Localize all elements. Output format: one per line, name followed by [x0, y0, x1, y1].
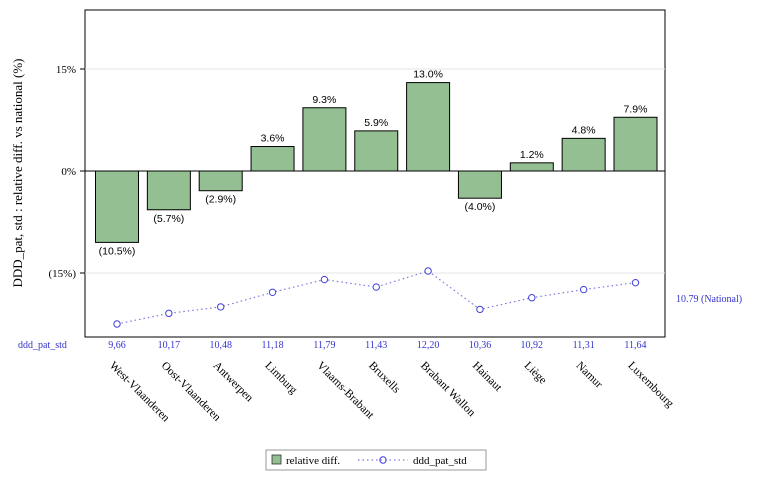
category-label: Bruxells: [366, 360, 402, 396]
bar: [613, 116, 658, 172]
row-value: 10,36: [469, 340, 492, 351]
row-value: 12,20: [417, 340, 440, 351]
row-value: 11,79: [313, 340, 335, 351]
bar-value-label: 4.8%: [572, 124, 596, 136]
bar-value-label: 3.6%: [261, 133, 285, 145]
row-value: 11,31: [573, 340, 595, 351]
bar-value-label: 9.3%: [312, 94, 336, 106]
bar-value-label: (5.7%): [153, 213, 184, 225]
bar: [95, 170, 139, 243]
legend-label-line: ddd_pat_std: [413, 455, 467, 467]
series-marker: [579, 285, 588, 294]
bar: [302, 107, 347, 172]
row-value: 10,48: [209, 340, 232, 351]
category-label: Liège: [522, 360, 549, 387]
series-marker: [424, 267, 432, 275]
row-value: 9,66: [108, 340, 126, 351]
series-marker: [631, 278, 640, 287]
category-label: Brabant Wallon: [418, 360, 478, 420]
series-marker: [113, 320, 121, 328]
series-marker: [165, 309, 173, 318]
row-value: 10,17: [158, 340, 181, 351]
y-tick-label: 15%: [56, 64, 76, 76]
bar: [146, 170, 191, 211]
bar: [561, 137, 606, 172]
row-value: 11,64: [624, 340, 646, 351]
series-marker: [320, 275, 329, 284]
bar-value-label: 5.9%: [364, 117, 388, 129]
bar: [250, 146, 295, 172]
category-label: Namur: [574, 360, 605, 391]
bar: [354, 130, 399, 172]
row-label: ddd_pat_std: [18, 340, 67, 351]
legend: relative diff. ddd_pat_std: [265, 449, 487, 471]
row-value: 10,92: [521, 340, 544, 351]
category-label: Luxembourg: [625, 360, 676, 411]
y-tick-label: (15%): [49, 268, 77, 280]
y-axis-ticks: 15% 0% (15%): [49, 64, 85, 280]
bar-value-label: (4.0%): [464, 201, 495, 213]
bar-value-label: 1.2%: [520, 149, 544, 161]
bar-labels: (10.5%) (5.7%) (2.9%) 3.6% 9.3% 5.9% 13.0% (4.0…: [99, 69, 648, 258]
series-marker: [268, 288, 277, 296]
category-label: Limburg: [262, 360, 299, 397]
bars: [95, 82, 658, 243]
bar-value-label: 13.0%: [413, 69, 443, 81]
y-axis-title: DDD_pat, std : relative diff. vs nationa…: [10, 58, 25, 287]
legend-label-bar: relative diff.: [286, 455, 340, 467]
y-tick-label: 0%: [61, 166, 76, 178]
legend-swatch-marker: [379, 456, 387, 464]
reference-label: 10.79 (National): [676, 294, 742, 305]
bar-value-label: 7.9%: [624, 103, 648, 115]
legend-swatch-bar: [271, 454, 282, 465]
row-value: 11,43: [365, 340, 387, 351]
series-marker: [217, 303, 225, 311]
bar-value-label: (2.9%): [205, 194, 236, 206]
series-marker: [372, 283, 380, 291]
series-marker: [476, 305, 484, 314]
row-value: 11,18: [261, 340, 283, 351]
bar: [406, 82, 451, 172]
category-label: Antwerpen: [211, 360, 256, 405]
bar: [509, 162, 554, 172]
row-values: 9,66 10,17 10,48 11,18 11,79 11,43 12,20 10,36 1…: [108, 340, 646, 351]
bar: [198, 170, 243, 192]
bar-value-label: (10.5%): [99, 245, 136, 257]
gridlines: [85, 68, 665, 274]
category-label: Hainaut: [470, 360, 505, 395]
line-series: [113, 267, 640, 328]
series-marker: [528, 294, 536, 302]
bar: [457, 170, 502, 199]
